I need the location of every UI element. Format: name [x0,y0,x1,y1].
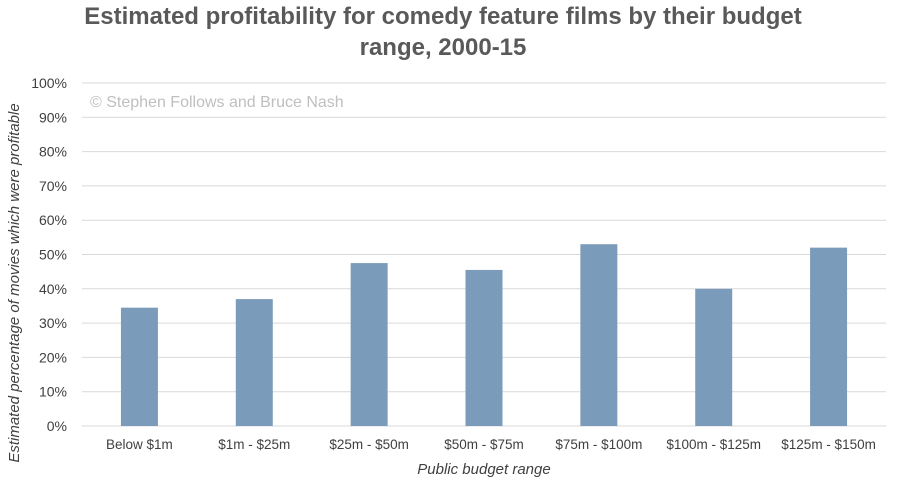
y-tick-label: 30% [39,315,67,331]
bar [465,269,503,426]
x-axis-label: Public budget range [417,461,550,478]
bar [695,288,733,426]
x-tick-label: Below $1m [106,437,173,452]
y-tick-label: 40% [39,281,67,297]
y-tick-label: 20% [39,349,67,365]
x-tick-label: $25m - $50m [329,437,409,452]
y-tick-label: 60% [39,212,67,228]
bar [810,247,848,426]
x-tick-label: $100m - $125m [666,437,761,452]
x-tick-label: $1m - $25m [218,437,290,452]
chart-title-line-2: range, 2000-15 [360,34,527,61]
x-axis-categories: Below $1m $1m - $25m $25m - $50m $50m - $75… [106,437,876,452]
y-tick-label: 90% [39,109,67,125]
y-tick-label: 10% [39,384,67,400]
y-tick-label: 100% [31,75,67,91]
y-axis-label: Estimated percentage of movies which wer… [6,103,23,462]
watermark: © Stephen Follows and Bruce Nash [90,94,344,111]
bars [120,244,848,426]
y-tick-label: 70% [39,178,67,194]
y-tick-label: 80% [39,144,67,160]
bar [580,244,618,426]
x-tick-label: $50m - $75m [444,437,524,452]
bar [120,307,158,426]
y-tick-label: 50% [39,247,67,263]
y-tick-label: 0% [47,418,67,434]
chart-title-line-1: Estimated profitability for comedy featu… [84,3,801,30]
y-axis-ticks: 0% 10% 20% 30% 40% 50% 60% 70% 80% 90% 100% [31,75,67,434]
bar [350,263,388,426]
x-tick-label: $75m - $100m [555,437,642,452]
bar [235,299,273,426]
x-tick-label: $125m - $150m [781,437,876,452]
